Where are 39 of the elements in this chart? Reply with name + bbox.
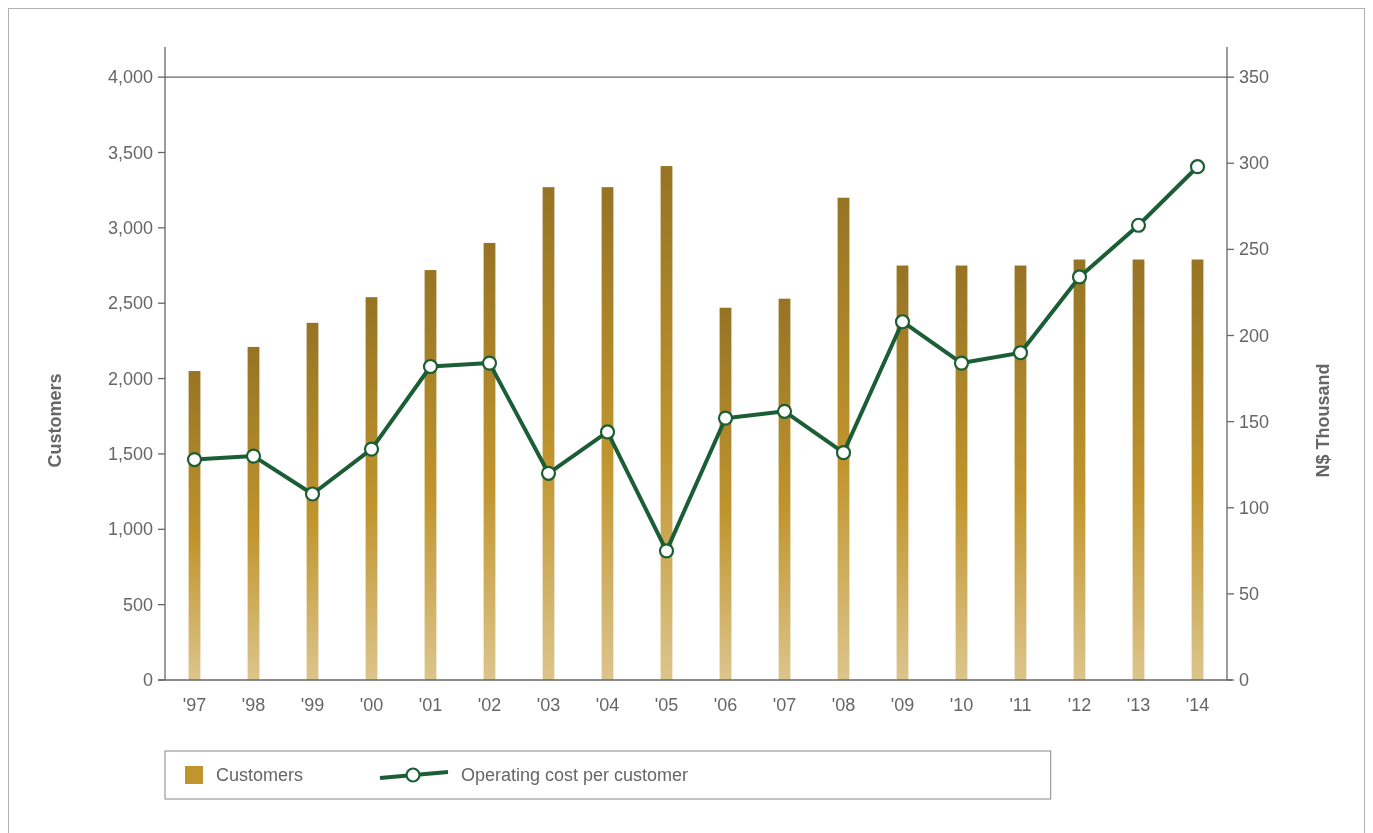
x-tick-label: '06 <box>713 695 738 715</box>
y2-tick-label: 150 <box>1239 411 1270 432</box>
y-tick-label: 500 <box>122 594 153 615</box>
y-tick-label: 1,000 <box>107 519 153 540</box>
y-tick-label: 3,500 <box>107 142 153 163</box>
x-tick-label: '97 <box>182 695 207 715</box>
x-tick-label: '02 <box>477 695 502 715</box>
x-tick-label: '01 <box>418 695 443 715</box>
legend-label: Customers <box>216 765 304 785</box>
x-tick-label: '14 <box>1185 695 1210 715</box>
y2-tick-label: 0 <box>1239 670 1250 690</box>
y2-tick-label: 350 <box>1239 67 1270 88</box>
y2-axis-title: N$ Thousand <box>1313 363 1333 478</box>
y-tick-label: 4,000 <box>107 67 153 88</box>
x-tick-label: '10 <box>949 695 974 715</box>
y2-tick-label: 50 <box>1239 583 1260 604</box>
x-tick-label: '11 <box>1009 695 1032 715</box>
y2-tick-label: 250 <box>1239 239 1270 260</box>
x-tick-label: '04 <box>595 695 620 715</box>
x-tick-label: '08 <box>831 695 856 715</box>
x-tick-label: '98 <box>241 695 266 715</box>
x-tick-label: '05 <box>654 695 679 715</box>
legend-label: Operating cost per customer <box>461 765 689 785</box>
y-tick-label: 2,500 <box>107 293 153 314</box>
x-tick-label: '03 <box>536 695 561 715</box>
x-tick-label: '13 <box>1126 695 1151 715</box>
y-tick-label: 2,000 <box>107 368 153 389</box>
x-tick-label: '99 <box>300 695 325 715</box>
y-tick-label: 1,500 <box>107 443 153 464</box>
y2-tick-label: 200 <box>1239 325 1270 346</box>
y2-tick-label: 100 <box>1239 497 1270 518</box>
x-tick-label: '07 <box>772 695 797 715</box>
y-axis-title: Customers <box>45 373 65 468</box>
y-tick-label: 3,000 <box>107 217 153 238</box>
x-tick-label: '12 <box>1067 695 1092 715</box>
y-tick-label: 0 <box>142 670 153 690</box>
x-tick-label: '09 <box>890 695 915 715</box>
y2-tick-label: 300 <box>1239 153 1270 174</box>
x-tick-label: '00 <box>359 695 384 715</box>
